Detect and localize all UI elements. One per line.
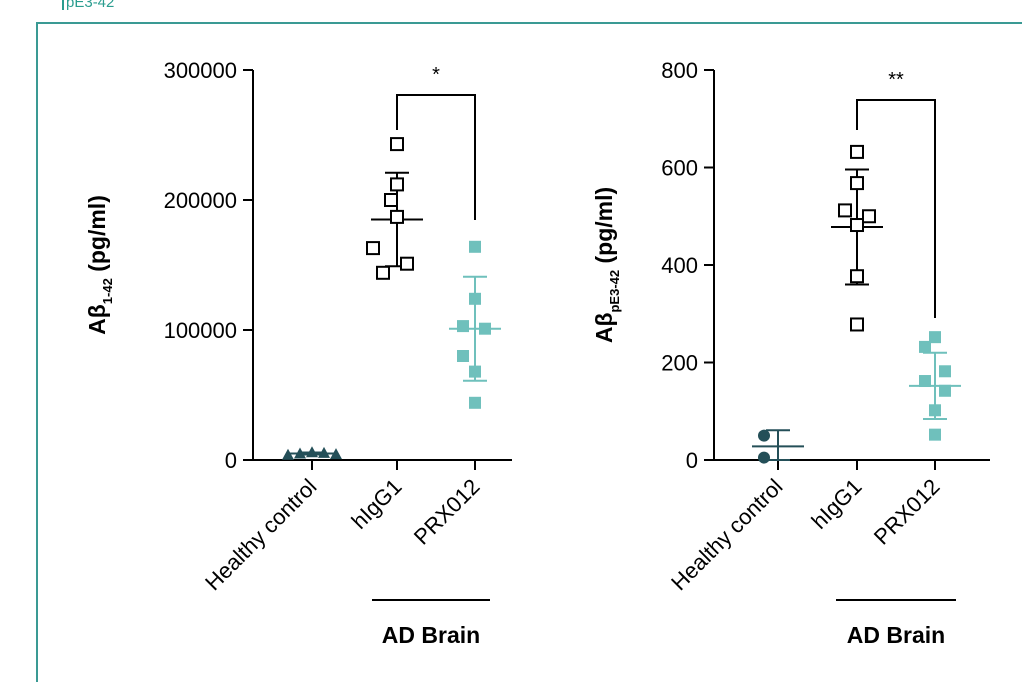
y-tick-label: 800: [661, 58, 698, 83]
data-point: [330, 448, 342, 460]
y-tick-label: 0: [225, 448, 237, 473]
significance-label: **: [888, 69, 904, 91]
data-point: [850, 144, 864, 159]
data-point: [850, 176, 864, 191]
data-point: [366, 241, 380, 256]
data-point: [390, 137, 404, 152]
x-tick-label: PRX012: [409, 474, 485, 550]
data-point: [282, 448, 294, 460]
data-point: [294, 447, 306, 459]
y-tick-label: 300000: [164, 58, 237, 83]
data-point: [469, 365, 481, 378]
group-label: AD Brain: [382, 622, 480, 648]
data-point: [469, 240, 481, 253]
data-point: [390, 209, 404, 224]
data-point: [929, 331, 941, 344]
x-tick-label: PRX012: [869, 474, 945, 550]
figure-frame: [36, 22, 1022, 682]
data-point: [457, 320, 469, 333]
data-point: [384, 193, 398, 207]
y-tick-label: 0: [686, 448, 698, 473]
data-point: [306, 446, 318, 458]
x-tick-label: hIgG1: [806, 474, 866, 534]
significance-bracket: [856, 99, 936, 318]
data-point: [939, 384, 951, 397]
data-point: [479, 322, 491, 335]
significance-label: *: [432, 64, 440, 86]
data-point: [862, 209, 876, 224]
group-label: AD Brain: [847, 622, 945, 648]
y-tick-label: 400: [661, 253, 698, 278]
x-tick-label: hIgG1: [346, 474, 406, 534]
data-point: [758, 429, 770, 442]
y-tick-label: 200: [661, 351, 698, 376]
y-tick-label: 200000: [164, 188, 237, 213]
data-point: [919, 340, 931, 353]
y-tick-label: 100000: [164, 318, 237, 343]
data-point: [390, 177, 404, 192]
data-point: [850, 218, 864, 233]
x-tick-label: Healthy control: [666, 474, 787, 595]
data-point: [469, 396, 481, 409]
data-point: [376, 265, 390, 280]
x-tick-label: Healthy control: [200, 474, 321, 595]
corner-label: pE3-42: [66, 0, 115, 11]
y-axis-label: Aβ1-42 (pg/ml): [84, 195, 115, 335]
significance-bracket: [396, 94, 476, 220]
corner-tick: [62, 0, 64, 10]
data-point: [939, 365, 951, 378]
data-point: [919, 375, 931, 388]
data-point: [929, 404, 941, 417]
y-tick-label: 600: [661, 156, 698, 181]
data-point: [850, 269, 864, 284]
data-point: [318, 446, 330, 458]
data-point: [457, 350, 469, 362]
data-point: [469, 292, 481, 305]
data-point: [838, 203, 852, 218]
chart-panel-2: 0 200 400 600 800 Healthy control hIgG1 PRX012 A…: [591, 58, 990, 648]
y-axis-label: AβpE3-42 (pg/ml): [591, 187, 622, 343]
data-point: [929, 428, 941, 441]
data-point: [758, 451, 770, 464]
chart-panel-1: 0 100000 200000 300000 Healthy control hIgG1 P…: [84, 58, 512, 648]
data-point: [850, 317, 864, 332]
data-point: [400, 256, 414, 271]
